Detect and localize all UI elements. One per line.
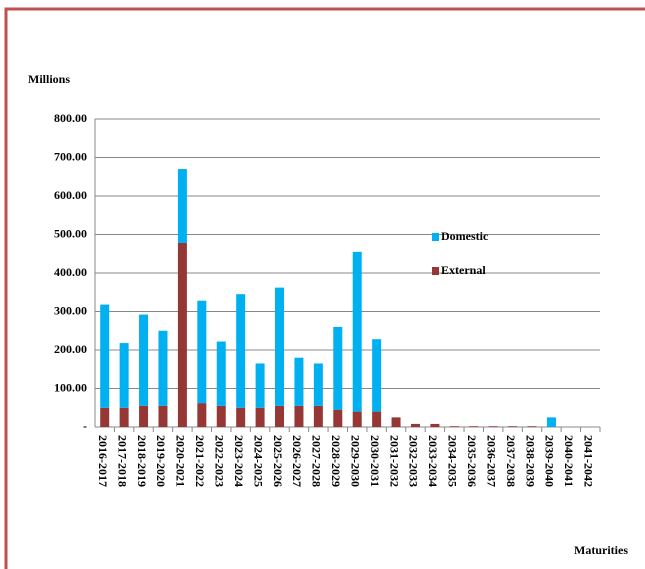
x-tick-label: 2026-2027	[290, 435, 304, 487]
bar-segment	[197, 403, 207, 427]
x-tick-label: 2027-2028	[310, 435, 324, 487]
x-tick-label: 2017-2018	[115, 435, 129, 487]
x-tick-label: 2018-2019	[135, 435, 149, 487]
bar-segment	[508, 426, 518, 427]
x-tick-label: 2031-2032	[387, 435, 401, 487]
bar-segment	[139, 314, 149, 406]
bar-segment	[294, 357, 304, 406]
y-tick-label: 500.00	[54, 226, 87, 240]
x-tick-label: 2016-2017	[96, 435, 110, 487]
bar-segment	[352, 251, 362, 412]
frame	[4, 7, 645, 569]
bar-segment	[469, 426, 479, 427]
bar-segment	[488, 426, 498, 427]
y-axis-title: Millions	[28, 72, 70, 86]
legend-swatch	[432, 267, 439, 275]
x-tick-label: 2035-2036	[465, 435, 479, 487]
x-tick-label: 2021-2022	[193, 435, 207, 487]
bar-segment	[449, 426, 459, 427]
bar-segment	[197, 300, 207, 404]
legend-swatch	[432, 233, 439, 241]
bar-segment	[527, 426, 537, 427]
bar-segment	[216, 405, 226, 427]
bar-segment	[139, 405, 149, 427]
bar-segment	[177, 169, 187, 243]
y-tick-label: 400.00	[54, 265, 87, 279]
x-tick-label: 2039-2040	[543, 435, 557, 487]
y-tick-label: 700.00	[54, 149, 87, 163]
x-tick-label: 2028-2029	[329, 435, 343, 487]
x-tick-label: 2040-2041	[562, 435, 576, 487]
bar-segment	[100, 304, 110, 408]
y-tick-label: -	[83, 419, 87, 433]
bar-segment	[333, 326, 343, 410]
bar-segment	[410, 423, 420, 427]
x-tick-label: 2023-2024	[232, 435, 246, 487]
x-tick-label: 2037-2038	[504, 435, 518, 487]
bar-segment	[158, 330, 168, 406]
x-tick-label: 2029-2030	[348, 435, 362, 487]
x-tick-label: 2036-2037	[484, 435, 498, 487]
bar-segment	[216, 341, 226, 406]
y-tick-label: 800.00	[54, 111, 87, 125]
legend-label: Domestic	[441, 229, 489, 243]
bar-segment	[275, 287, 285, 406]
bar-segment	[313, 405, 323, 427]
x-tick-label: 2034-2035	[446, 435, 460, 487]
bar-segment	[294, 405, 304, 427]
x-tick-label: 2020-2021	[174, 435, 188, 487]
y-tick-label: 200.00	[54, 342, 87, 356]
y-tick-label: 300.00	[54, 303, 87, 317]
x-tick-label: 2032-2033	[407, 435, 421, 487]
bar-segment	[119, 407, 129, 427]
bar-segment	[100, 407, 110, 427]
x-tick-label: 2033-2034	[426, 435, 440, 487]
bar-segment	[430, 423, 440, 427]
x-tick-label: 2041-2042	[582, 435, 596, 487]
legend-label: External	[441, 263, 486, 277]
bar-segment	[255, 407, 265, 427]
bar-segment	[313, 363, 323, 406]
y-tick-label: 100.00	[54, 380, 87, 394]
bar-segment	[333, 409, 343, 427]
bar-segment	[275, 405, 285, 427]
x-axis-title: Maturities	[574, 543, 628, 557]
bar-segment	[236, 294, 246, 408]
bar-segment	[352, 411, 362, 427]
bar-segment	[255, 363, 265, 408]
bar-segment	[372, 339, 382, 412]
bar-segment	[546, 417, 556, 427]
x-tick-label: 2022-2023	[213, 435, 227, 487]
bar-segment	[391, 417, 401, 427]
x-tick-label: 2024-2025	[251, 435, 265, 487]
x-tick-label: 2038-2039	[523, 435, 537, 487]
x-tick-label: 2019-2020	[154, 435, 168, 487]
x-tick-label: 2030-2031	[368, 435, 382, 487]
bar-segment	[158, 405, 168, 427]
y-tick-label: 600.00	[54, 188, 87, 202]
x-tick-label: 2025-2026	[271, 435, 285, 487]
bar-segment	[119, 343, 129, 408]
bar-segment	[372, 411, 382, 427]
bar-segment	[236, 407, 246, 427]
bar-segment	[177, 242, 187, 427]
